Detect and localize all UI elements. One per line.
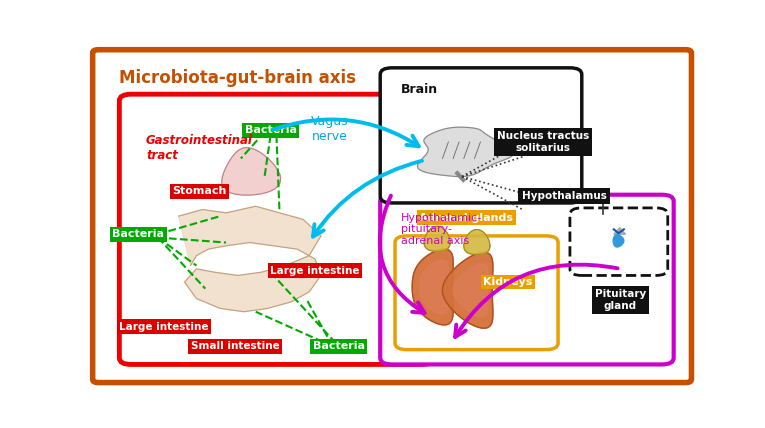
Polygon shape: [453, 264, 488, 317]
Polygon shape: [424, 226, 450, 251]
Polygon shape: [442, 253, 493, 328]
Text: Microbiota-gut-brain axis: Microbiota-gut-brain axis: [119, 69, 356, 87]
Text: Pituitary
gland: Pituitary gland: [594, 289, 646, 311]
Text: Adrenal glands: Adrenal glands: [419, 213, 513, 223]
Text: Hypothalamus: Hypothalamus: [522, 191, 607, 201]
Polygon shape: [464, 229, 490, 255]
FancyBboxPatch shape: [93, 50, 692, 383]
FancyBboxPatch shape: [570, 208, 668, 276]
FancyBboxPatch shape: [380, 195, 674, 365]
Text: Gastrointestinal
tract: Gastrointestinal tract: [146, 134, 253, 162]
Text: Stomach: Stomach: [172, 187, 226, 196]
Polygon shape: [412, 249, 453, 325]
Text: Large intestine: Large intestine: [119, 321, 209, 332]
Text: Bacteria: Bacteria: [245, 125, 297, 135]
Polygon shape: [418, 127, 513, 177]
FancyBboxPatch shape: [119, 94, 434, 365]
Text: Large intestine: Large intestine: [270, 265, 360, 276]
FancyBboxPatch shape: [380, 68, 581, 203]
Polygon shape: [614, 235, 624, 247]
Polygon shape: [178, 206, 321, 312]
Text: Brain: Brain: [401, 83, 438, 96]
Text: Vagus
nerve: Vagus nerve: [311, 115, 349, 143]
Polygon shape: [420, 261, 448, 314]
FancyBboxPatch shape: [395, 236, 558, 350]
Polygon shape: [222, 148, 281, 195]
Text: Hypothalamic-
pituitary-
adrenal axis: Hypothalamic- pituitary- adrenal axis: [401, 213, 482, 246]
Polygon shape: [614, 228, 626, 234]
Text: Bacteria: Bacteria: [112, 229, 164, 239]
Text: Bacteria: Bacteria: [313, 341, 365, 351]
Text: Small intestine: Small intestine: [190, 341, 279, 351]
Text: Kidneys: Kidneys: [483, 277, 532, 287]
Text: Nucleus tractus
solitarius: Nucleus tractus solitarius: [497, 131, 589, 153]
